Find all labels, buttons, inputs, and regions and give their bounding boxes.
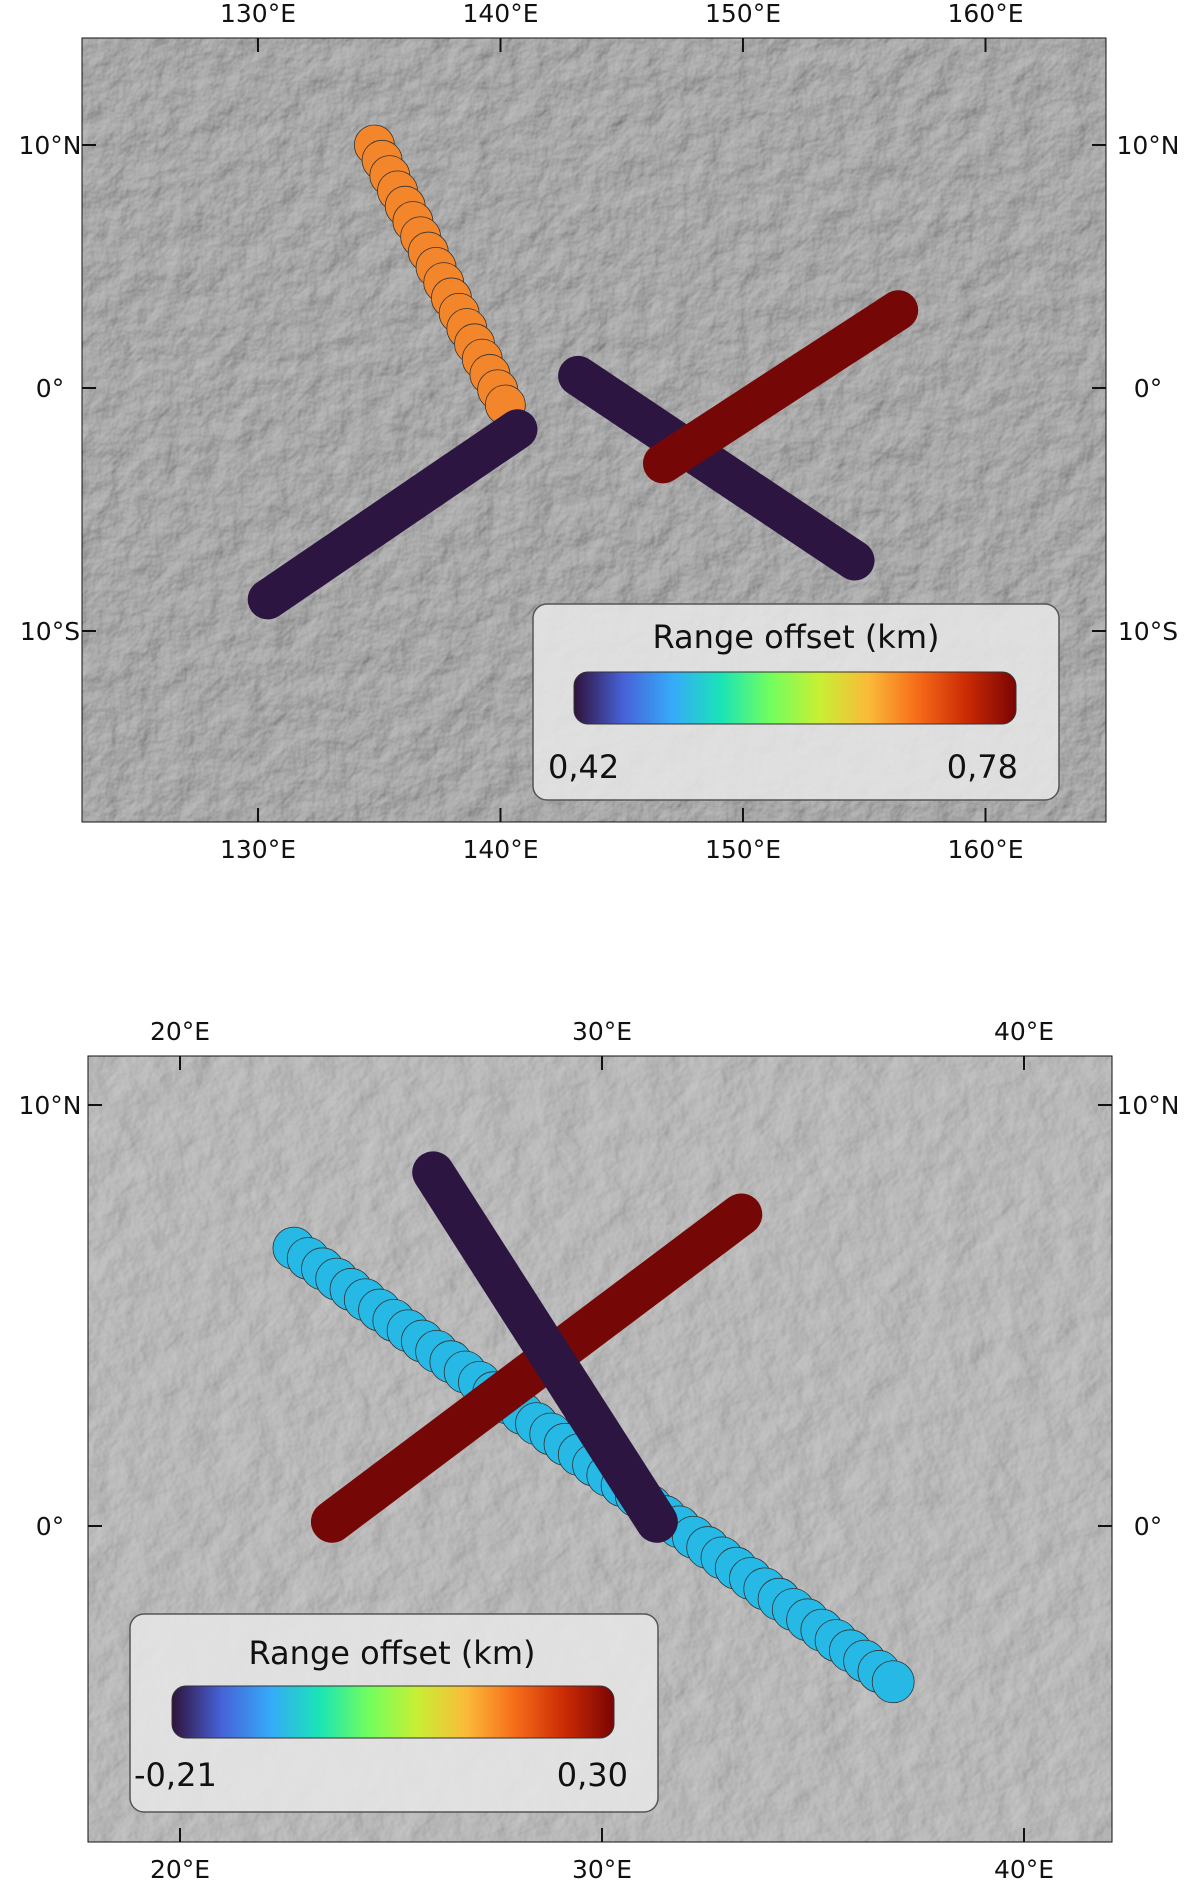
bottom-legend-max: 0,30 [557, 1756, 628, 1794]
top-legend: Range offset (km) 0,42 0,78 [532, 603, 1060, 801]
track-2 [412, 1151, 678, 1543]
y-tick-label-left: 10°N [18, 1091, 81, 1120]
x-tick-label-bottom: 160°E [947, 835, 1023, 864]
x-tick-label-bottom: 40°E [994, 1855, 1054, 1884]
top-legend-min: 0,42 [548, 748, 619, 786]
y-tick-label-left: 0° [36, 1512, 64, 1541]
x-tick-label-top: 150°E [705, 0, 781, 28]
x-tick-label-top: 30°E [572, 1017, 632, 1046]
top-axis-ticks: 130°E 130°E 140°E 140°E 150°E 150°E 160°E 160°E… [18, 0, 1179, 864]
bottom-axis-ticks: 20°E 20°E 30°E 30°E 40°E 40°E 10°N 10°N 0° 0° [18, 1017, 1179, 1884]
x-tick-label-top: 130°E [220, 0, 296, 28]
x-tick-label-top: 160°E [947, 0, 1023, 28]
x-tick-label-top: 140°E [462, 0, 538, 28]
x-tick-label-top: 40°E [994, 1017, 1054, 1046]
y-tick-label-right: 0° [1134, 374, 1162, 403]
bottom-legend: Range offset (km) -0,21 0,30 [129, 1613, 659, 1813]
x-tick-label-bottom: 30°E [572, 1855, 632, 1884]
track-2 [558, 355, 875, 581]
y-tick-label-right: 0° [1134, 1512, 1162, 1541]
top-map-panel: 130°E 130°E 140°E 140°E 150°E 150°E 160°E 160°E… [18, 0, 1179, 864]
top-legend-title: Range offset (km) [653, 618, 940, 656]
y-tick-label-left: 10°S [20, 617, 80, 646]
track-0 [272, 1226, 915, 1704]
top-legend-max: 0,78 [947, 748, 1018, 786]
y-tick-label-left: 0° [36, 374, 64, 403]
y-tick-label-left: 10°N [18, 131, 81, 160]
top-colorbar [573, 671, 1017, 725]
x-tick-label-bottom: 130°E [220, 835, 296, 864]
track-1 [247, 409, 538, 620]
y-tick-label-right: 10°N [1116, 1091, 1179, 1120]
bottom-legend-title: Range offset (km) [249, 1634, 536, 1672]
track-point [871, 1660, 915, 1704]
x-tick-label-bottom: 140°E [462, 835, 538, 864]
y-tick-label-right: 10°N [1116, 131, 1179, 160]
bottom-legend-min: -0,21 [134, 1756, 217, 1794]
y-tick-label-right: 10°S [1118, 617, 1178, 646]
track-0 [353, 124, 526, 426]
bottom-tracks [272, 1151, 915, 1704]
x-tick-label-bottom: 150°E [705, 835, 781, 864]
track-3 [642, 290, 919, 484]
bottom-map-panel: 20°E 20°E 30°E 30°E 40°E 40°E 10°N 10°N 0° 0° Ran… [18, 1017, 1179, 1884]
x-tick-label-bottom: 20°E [150, 1855, 210, 1884]
bottom-colorbar [171, 1685, 615, 1739]
x-tick-label-top: 20°E [150, 1017, 210, 1046]
top-tracks [247, 124, 919, 620]
